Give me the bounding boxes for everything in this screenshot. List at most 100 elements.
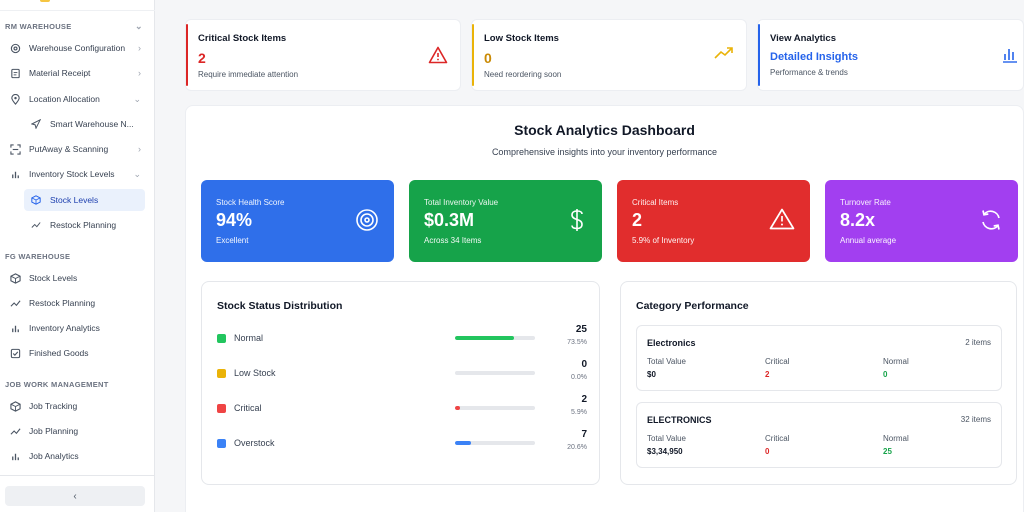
status-percent: 20.6% <box>567 444 587 451</box>
view-analytics-card[interactable]: View Analytics Detailed Insights Perform… <box>757 19 1024 91</box>
sidebar-item-restock-planning[interactable]: Restock Planning <box>24 214 145 236</box>
progress-fill <box>455 441 472 445</box>
category-item[interactable]: Electronics 2 items Total Value $0 Criti… <box>636 325 1002 391</box>
card-value: 2 <box>198 50 206 66</box>
sidebar-item-job-analytics[interactable]: Job Analytics <box>9 445 145 467</box>
sidebar-item-job-planning[interactable]: Job Planning <box>9 420 145 442</box>
sidebar-item-material-receipt[interactable]: Material Receipt › <box>9 62 145 84</box>
sidebar-item-inventory-stock-levels[interactable]: Inventory Stock Levels ⌄ <box>9 163 145 185</box>
progress-track <box>455 371 535 375</box>
category-item-count: 2 items <box>965 338 991 347</box>
kpi-description: Annual average <box>840 236 897 245</box>
box-icon <box>30 194 42 206</box>
status-count: 25 <box>575 324 587 335</box>
gear-icon <box>9 42 21 54</box>
sidebar-item-fg-restock-planning[interactable]: Restock Planning <box>9 292 145 314</box>
kpi-stock-health[interactable]: Stock Health Score 94% Excellent <box>201 180 394 262</box>
status-row-overstock: Overstock 7 20.6% <box>217 427 587 457</box>
kpi-value: 94% <box>216 210 253 230</box>
card-title: Low Stock Items <box>484 33 559 44</box>
sidebar-item-job-tracking[interactable]: Job Tracking <box>9 395 145 417</box>
kpi-title: Total Inventory Value <box>424 198 499 207</box>
total-value-label: Total Value <box>647 434 686 443</box>
status-count: 0 <box>581 359 587 370</box>
bar-chart-icon <box>9 450 21 462</box>
divider <box>0 10 155 11</box>
accent-bar <box>472 24 474 86</box>
normal-label: Normal <box>883 357 909 366</box>
critical-stock-card[interactable]: Critical Stock Items 2 Require immediate… <box>185 19 461 91</box>
sidebar-item-stock-levels[interactable]: Stock Levels <box>24 189 145 211</box>
checkbox-icon <box>9 347 21 359</box>
card-value: 0 <box>484 50 492 66</box>
card-description: Performance & trends <box>770 68 848 77</box>
kpi-title: Stock Health Score <box>216 198 285 207</box>
normal-value: 0 <box>883 370 888 379</box>
progress-fill <box>455 336 514 340</box>
navigation-icon <box>30 118 42 130</box>
box-icon <box>9 272 21 284</box>
divider <box>0 475 155 476</box>
critical-value: 0 <box>765 447 770 456</box>
sidebar-item-finished-goods[interactable]: Finished Goods <box>9 342 145 364</box>
chevron-right-icon: › <box>138 43 141 53</box>
sidebar-item-inventory-analytics[interactable]: Inventory Analytics <box>9 317 145 339</box>
status-label: Normal <box>234 333 264 343</box>
bar-chart-icon <box>9 168 21 180</box>
total-value: $3,34,950 <box>647 447 683 456</box>
refresh-icon <box>979 208 1003 238</box>
chevron-down-icon: ⌄ <box>135 21 143 31</box>
card-description: Require immediate attention <box>198 70 299 79</box>
kpi-description: Excellent <box>216 236 249 245</box>
trend-icon <box>9 425 21 437</box>
kpi-description: 5.9% of Inventory <box>632 236 695 245</box>
sidebar-item-smart-warehouse[interactable]: Smart Warehouse N... <box>24 113 145 135</box>
warning-icon <box>428 46 448 69</box>
card-title: Critical Stock Items <box>198 33 287 44</box>
category-name: Electronics <box>647 338 696 348</box>
kpi-critical-items[interactable]: Critical Items 2 5.9% of Inventory <box>617 180 810 262</box>
sidebar-item-warehouse-configuration[interactable]: Warehouse Configuration › <box>9 37 145 59</box>
bar-chart-icon <box>9 322 21 334</box>
card-description: Need reordering soon <box>484 70 562 79</box>
location-pin-icon <box>9 93 21 105</box>
kpi-turnover-rate[interactable]: Turnover Rate 8.2x Annual average <box>825 180 1018 262</box>
chevron-right-icon: › <box>138 144 141 154</box>
sidebar-item-fg-stock-levels[interactable]: Stock Levels <box>9 267 145 289</box>
kpi-title: Critical Items <box>632 198 679 207</box>
section-fg-warehouse[interactable]: FG WAREHOUSE <box>5 252 71 261</box>
status-label: Low Stock <box>234 368 276 378</box>
kpi-inventory-value[interactable]: Total Inventory Value $0.3M Across 34 It… <box>409 180 602 262</box>
kpi-title: Turnover Rate <box>840 198 891 207</box>
stock-status-card: Stock Status Distribution Normal 25 73.5… <box>201 281 600 485</box>
critical-label: Critical <box>765 434 790 443</box>
normal-label: Normal <box>883 434 909 443</box>
normal-value: 25 <box>883 447 892 456</box>
page-subtitle: Comprehensive insights into your invento… <box>491 147 718 157</box>
category-item-count: 32 items <box>960 415 991 424</box>
chevron-right-icon: › <box>138 68 141 78</box>
card-heading: Stock Status Distribution <box>217 300 343 312</box>
sidebar-item-location-allocation[interactable]: Location Allocation ⌄ <box>9 88 145 110</box>
sidebar-item-putaway-scanning[interactable]: PutAway & Scanning › <box>9 138 145 160</box>
section-rm-warehouse[interactable]: RM WAREHOUSE ⌄ <box>5 21 143 31</box>
chevron-down-icon: ⌄ <box>133 168 141 179</box>
brand-logo <box>40 0 50 2</box>
kpi-description: Across 34 Items <box>424 236 482 245</box>
section-job-work-management[interactable]: JOB WORK MANAGEMENT <box>5 380 109 389</box>
card-title: View Analytics <box>770 33 837 44</box>
dollar-icon <box>567 208 587 238</box>
category-name: ELECTRONICS <box>647 415 712 425</box>
detailed-insights-link[interactable]: Detailed Insights <box>770 51 859 63</box>
target-icon <box>355 208 379 238</box>
category-item[interactable]: ELECTRONICS 32 items Total Value $3,34,9… <box>636 402 1002 468</box>
chevron-left-icon: ‹ <box>73 490 77 502</box>
status-row-critical: Critical 2 5.9% <box>217 392 587 422</box>
critical-value: 2 <box>765 370 770 379</box>
sidebar: RM WAREHOUSE ⌄ Warehouse Configuration ›… <box>0 0 155 512</box>
receipt-icon <box>9 67 21 79</box>
collapse-sidebar-button[interactable]: ‹ <box>5 486 145 506</box>
total-value: $0 <box>647 370 656 379</box>
low-stock-card[interactable]: Low Stock Items 0 Need reordering soon <box>471 19 747 91</box>
status-count: 2 <box>581 394 587 405</box>
